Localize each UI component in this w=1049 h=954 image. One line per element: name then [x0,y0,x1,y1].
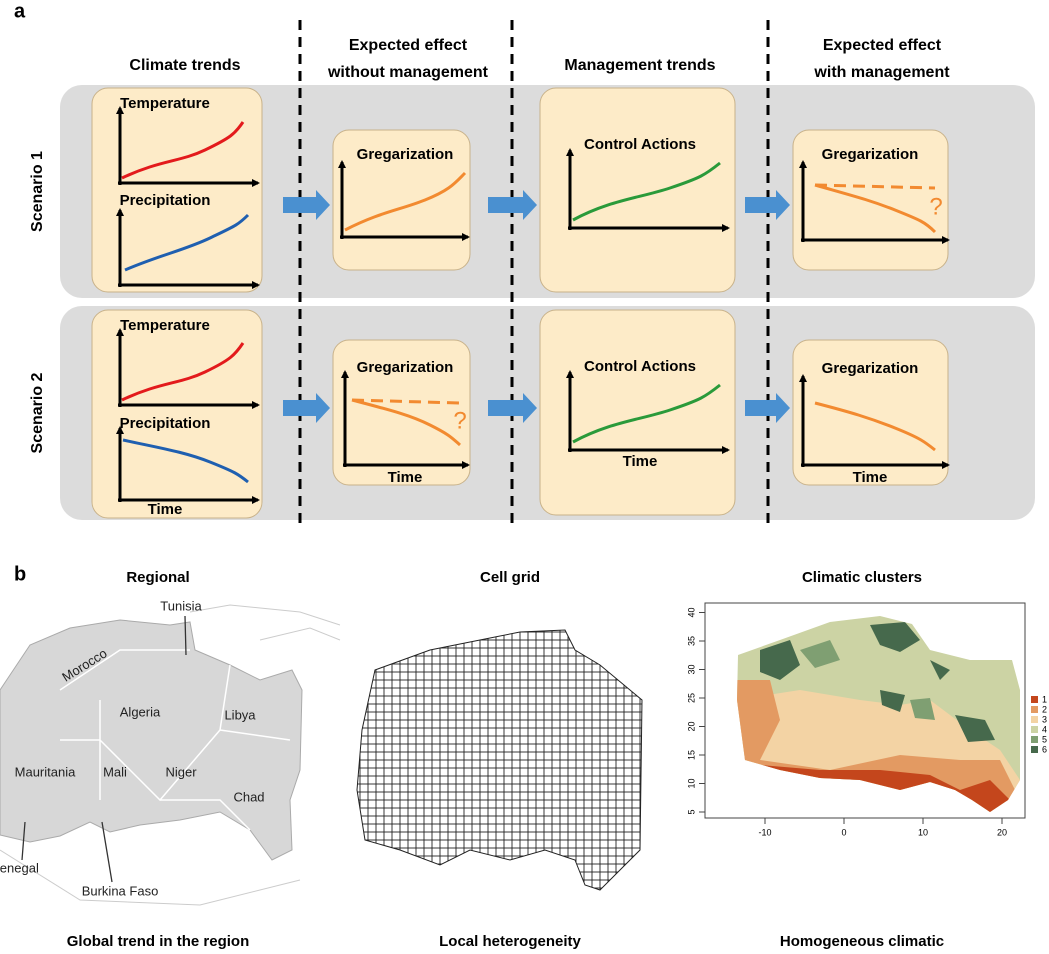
curve [351,398,461,447]
y-tick-label: 5 [686,809,696,814]
curve [814,183,937,234]
place-label: Mali [103,764,127,779]
scenario-label: Scenario 1 [29,151,46,232]
curve [814,401,936,452]
scenario-label: Scenario 2 [29,372,46,453]
place-label: Mauritania [15,764,76,779]
flow-arrow [283,190,330,220]
flow-arrow [488,393,537,423]
flow-arrow [745,190,790,220]
curve [124,213,250,272]
box [792,339,949,486]
legend-label: 1 [1042,694,1047,704]
box-label: Time [388,469,423,486]
y-tick-label: 10 [686,778,696,788]
place-label: Niger [165,764,197,779]
box-label: Temperature [120,317,210,334]
place-label: Burkina Faso [82,883,159,898]
column-header: Expected effect [349,37,468,54]
column-header: Management trends [564,57,715,74]
curve [121,342,245,402]
map-title: Cell grid [480,569,540,586]
place-label: Tunisia [160,598,202,613]
map-caption: Homogeneous climatic [780,933,944,950]
leader-line [21,615,187,883]
y-tick-label: 35 [686,636,696,646]
legend-label: 4 [1042,724,1047,734]
cluster-map [704,602,1026,819]
curve [814,183,936,190]
panel-a: Scenario 1 Scenario 2 Climate trends Expect… [29,20,1035,525]
x-tick-label: 10 [918,827,928,837]
flow-arrow [745,393,790,423]
legend-swatch [1031,706,1038,713]
y-tick-label: 20 [686,721,696,731]
curve [121,121,245,180]
box-label: Precipitation [120,192,211,209]
place-label: Algeria [120,704,161,719]
map-title: Regional [126,569,189,586]
legend-swatch [1031,746,1038,753]
y-tick-label: 25 [686,693,696,703]
question-mark: ? [929,193,942,220]
box [91,87,263,293]
legend-label: 3 [1042,714,1047,724]
x-tick-label: -10 [758,827,771,837]
box-label: Precipitation [120,415,211,432]
box [539,309,736,516]
legend-label: 5 [1042,734,1047,744]
column-header: Climate trends [129,57,240,74]
place-label: Chad [233,789,264,804]
box [539,87,736,293]
box-label: Time [148,501,183,518]
regional-map [0,604,341,906]
box-label: Gregarization [822,360,919,377]
map-title: Climatic clusters [802,569,922,586]
cell-grid [356,629,643,891]
panel-label: a [14,0,26,22]
box-label: Gregarization [357,146,454,163]
curve [122,438,249,484]
box-label: Control Actions [584,358,696,375]
flow-arrow [488,190,537,220]
flow-arrow [283,393,330,423]
legend-swatch [1031,736,1038,743]
curve [572,383,721,444]
box [332,129,471,271]
coastline [0,604,341,906]
box-label: Gregarization [822,146,919,163]
question-mark: ? [453,407,466,434]
curve [572,161,721,222]
y-tick-label: 40 [686,607,696,617]
x-tick-label: 20 [997,827,1007,837]
column-header: with management [813,64,950,81]
curve [344,171,467,232]
box-label: Time [623,453,658,470]
borders [59,649,291,831]
place-label: Libya [224,707,256,722]
box-label: Time [853,469,888,486]
map-caption: Local heterogeneity [439,933,581,950]
column-header: without management [327,64,489,81]
column-header: Expected effect [823,37,942,54]
legend-swatch [1031,726,1038,733]
legend-swatch [1031,716,1038,723]
x-tick-label: 0 [841,827,846,837]
place-label: Senegal [0,860,39,875]
box-label: Control Actions [584,136,696,153]
cluster-5 [800,640,935,720]
cluster-6 [760,622,995,742]
land [0,619,303,861]
legend-swatch [1031,696,1038,703]
box-label: Temperature [120,95,210,112]
legend-label: 6 [1042,744,1047,754]
y-tick-label: 30 [686,664,696,674]
box-label: Gregarization [357,359,454,376]
panel-label: b [14,563,26,585]
y-tick-label: 15 [686,750,696,760]
legend-label: 2 [1042,704,1047,714]
map-caption: Global trend in the region [67,933,250,950]
